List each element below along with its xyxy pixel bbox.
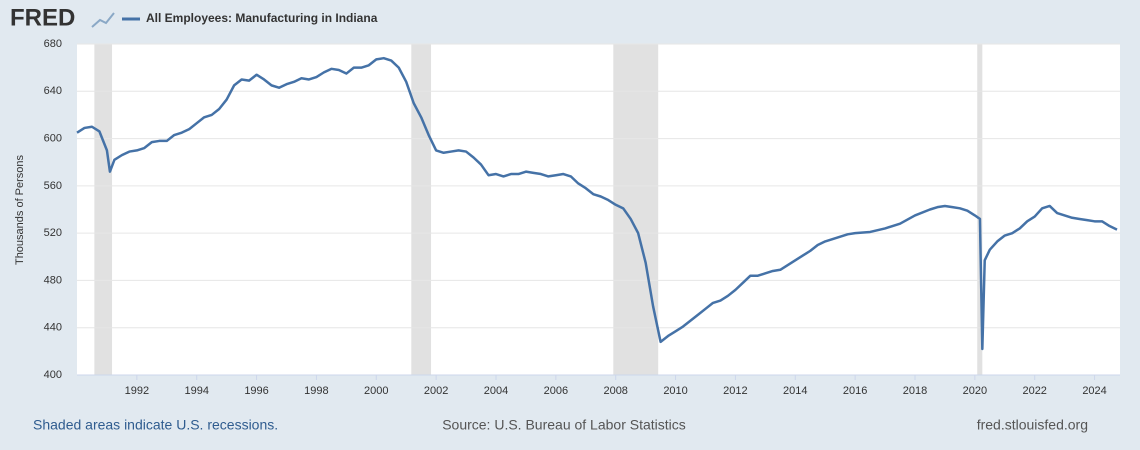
x-tick-label: 2004 [484, 385, 508, 397]
recession-band [411, 44, 432, 375]
x-tick-label: 2000 [364, 385, 388, 397]
y-tick-label: 640 [44, 85, 62, 97]
y-axis-label: Thousands of Persons [14, 154, 26, 265]
recession-band [613, 44, 659, 375]
y-tick-label: 680 [44, 38, 62, 50]
y-tick-label: 440 [44, 322, 62, 334]
x-tick-label: 2010 [663, 385, 687, 397]
series-line [76, 56, 1118, 351]
source: Source: U.S. Bureau of Labor Statistics [442, 417, 686, 433]
y-tick-label: 480 [44, 274, 62, 286]
x-tick-label: 1996 [244, 385, 268, 397]
x-tick-label: 2016 [843, 385, 867, 397]
recession-band [977, 44, 983, 375]
y-tick-label: 400 [44, 369, 62, 381]
x-tick-label: 2014 [783, 385, 807, 397]
x-tick-label: 2006 [544, 385, 568, 397]
plot-area [77, 44, 1120, 375]
y-tick-label: 520 [44, 227, 62, 239]
x-tick-label: 1994 [184, 385, 208, 397]
x-tick-label: 2008 [603, 385, 627, 397]
x-tick-label: 2002 [424, 385, 448, 397]
x-tick-label: 2022 [1022, 385, 1046, 397]
x-tick-label: 1992 [125, 385, 149, 397]
recession-note[interactable]: Shaded areas indicate U.S. recessions. [33, 417, 278, 433]
logo: FRED [10, 4, 75, 31]
x-tick-label: 2018 [903, 385, 927, 397]
legend-label: All Employees: Manufacturing in Indiana [146, 11, 378, 25]
y-tick-label: 560 [44, 180, 62, 192]
site-url[interactable]: fred.stlouisfed.org [977, 417, 1088, 433]
recession-band [94, 44, 113, 375]
x-tick-label: 1998 [304, 385, 328, 397]
x-tick-label: 2020 [963, 385, 987, 397]
logo-icon [91, 12, 115, 28]
y-tick-label: 600 [44, 132, 62, 144]
x-tick-label: 2024 [1082, 385, 1106, 397]
x-tick-label: 2012 [723, 385, 747, 397]
